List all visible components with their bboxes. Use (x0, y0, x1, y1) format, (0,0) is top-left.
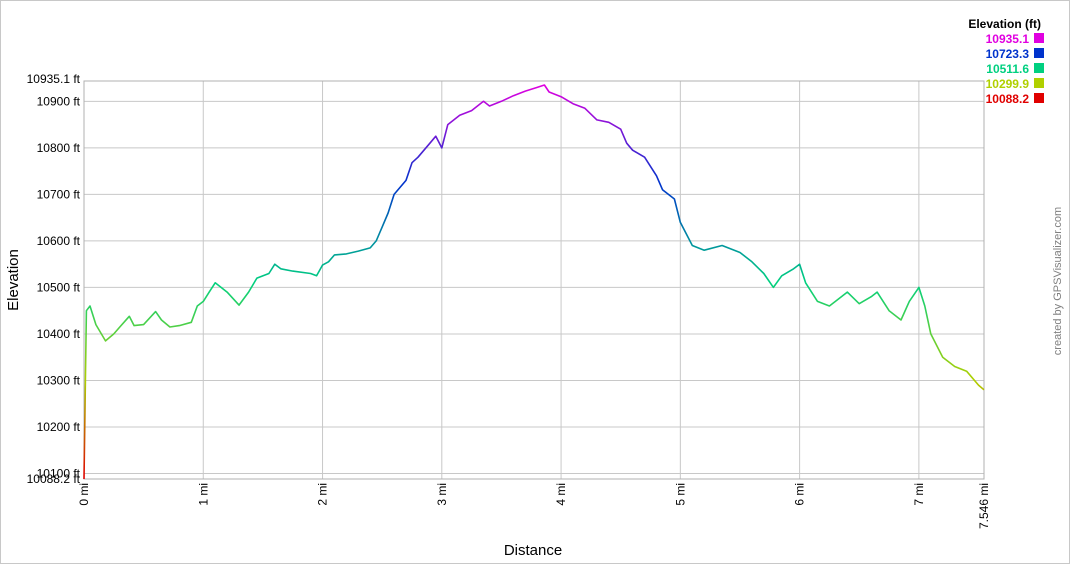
y-tick-label: 10700 ft (37, 187, 81, 201)
y-tick-label: 10935.1 ft (27, 72, 81, 86)
x-tick-label: 2 mi (316, 483, 330, 506)
legend-swatch (1034, 63, 1044, 73)
y-tick-labels: 10935.1 ft 10900 ft 10800 ft 10700 ft 10600 … (27, 72, 81, 486)
legend-value: 10723.3 (986, 47, 1030, 61)
legend-swatch (1034, 93, 1044, 103)
x-tick-label: 5 mi (673, 483, 687, 506)
legend-value: 10299.9 (986, 77, 1030, 91)
y-tick-label: 10800 ft (37, 141, 81, 155)
x-tick-label: 7.546 mi (977, 483, 991, 529)
y-tick-label: 10100 ft (37, 467, 81, 481)
x-tick-label: 7 mi (912, 483, 926, 506)
legend: Elevation (ft) 10935.110723.310511.61029… (968, 17, 1044, 106)
x-tick-label: 3 mi (435, 483, 449, 506)
y-tick-label: 10088.2 ft (27, 472, 81, 486)
y-tick-label: 10900 ft (37, 94, 81, 108)
credit-text: created by GPSVisualizer.com (1052, 207, 1064, 355)
x-tick-label: 4 mi (554, 483, 568, 506)
legend-swatch (1034, 48, 1044, 58)
legend-title: Elevation (ft) (968, 17, 1041, 31)
y-tick-label: 10200 ft (37, 420, 81, 434)
plot-area-border (83, 80, 985, 480)
x-tick-label: 6 mi (793, 483, 807, 506)
x-tick-labels: 0 mi 1 mi 2 mi 3 mi 4 mi 5 mi 6 mi 7 mi 7.546 mi (77, 483, 991, 529)
x-tick-label: 0 mi (77, 483, 91, 506)
y-tick-label: 10300 ft (37, 373, 81, 387)
legend-value: 10088.2 (986, 92, 1030, 106)
legend-swatch (1034, 78, 1044, 88)
legend-value: 10511.6 (986, 62, 1029, 76)
legend-swatch (1034, 33, 1044, 43)
y-tick-label: 10600 ft (37, 234, 81, 248)
x-axis-title: Distance (504, 542, 562, 559)
y-axis-title: Elevation (5, 249, 22, 311)
x-tick-label: 1 mi (196, 483, 210, 506)
grid-lines (84, 81, 984, 479)
elevation-series-line (83, 84, 985, 480)
y-tick-label: 10500 ft (37, 280, 81, 294)
legend-value: 10935.1 (986, 32, 1030, 46)
y-tick-label: 10400 ft (37, 327, 81, 341)
